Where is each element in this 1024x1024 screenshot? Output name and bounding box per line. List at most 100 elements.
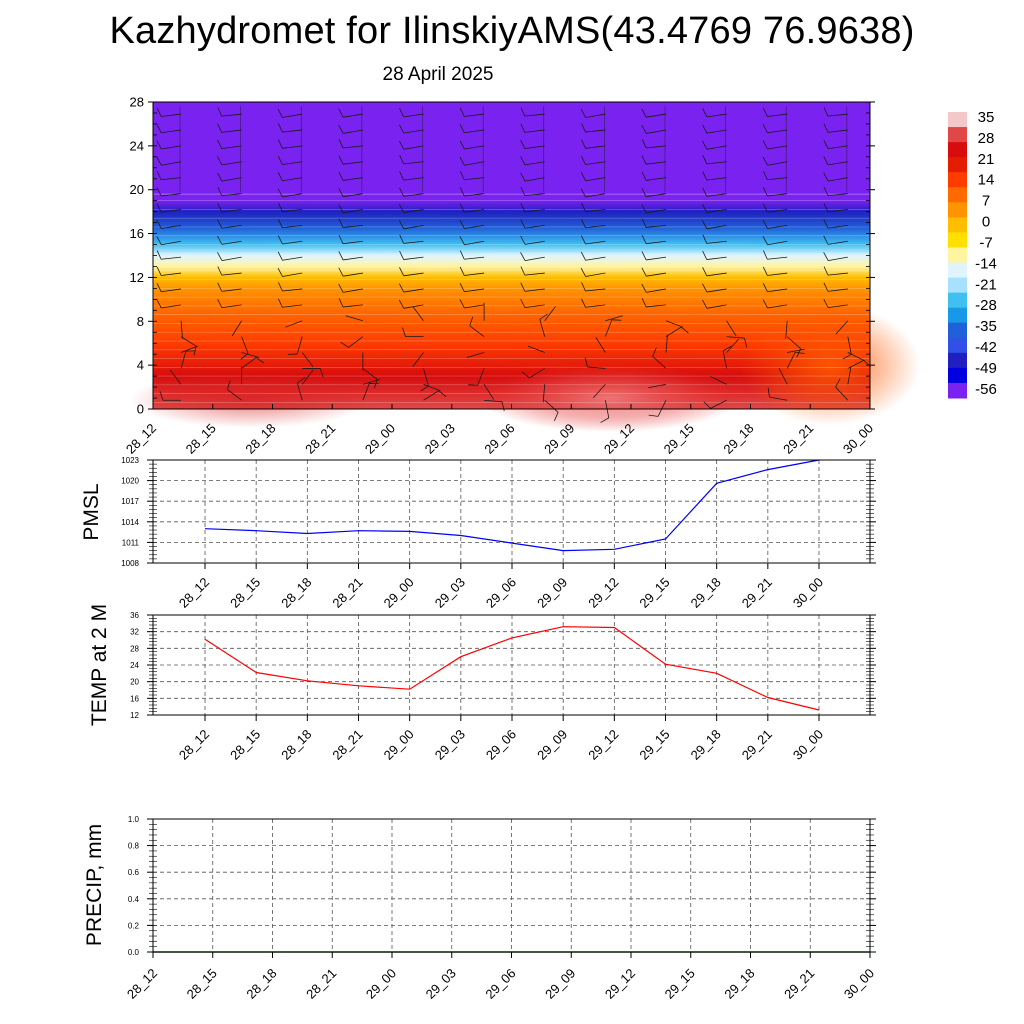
wind-barb-shaft (345, 315, 363, 322)
colorbar-label: -7 (979, 234, 992, 251)
x-tick-label: 28_21 (303, 966, 339, 1002)
wind-barb-shaft (161, 288, 182, 293)
wind-barb (156, 283, 182, 293)
wind-barb (641, 171, 667, 181)
wind-barb (423, 383, 441, 392)
wind-barb-feather (159, 391, 164, 401)
wind-barb (459, 299, 485, 309)
wind-barb (277, 298, 303, 308)
wind-barb (338, 298, 363, 308)
wind-barb (459, 219, 485, 229)
wind-barb-shaft (827, 224, 848, 229)
wind-barb-feather (459, 203, 465, 213)
wind-barb (581, 298, 606, 308)
y-tick-label: 36 (130, 611, 139, 620)
colorbar-label: -49 (975, 360, 997, 377)
wind-barb-shaft (767, 240, 788, 246)
wind-barb-shaft (646, 177, 667, 181)
wind-barb (402, 327, 424, 338)
wind-barb-shaft (524, 304, 545, 309)
colorbar-label: -35 (975, 318, 997, 335)
wind-barb-feather (459, 107, 465, 117)
pmsl-x-axis: 28_12 28_15 28_18 28_21 29_00 29_03 29_06 29_09… (176, 563, 826, 611)
wind-barb-shaft (221, 304, 242, 309)
colorbar-swatch (948, 232, 967, 248)
profile-y-tick-label: 4 (137, 358, 144, 373)
wind-barb-feather (641, 124, 647, 134)
wind-barb-shaft (767, 145, 788, 150)
wind-barb-shaft (161, 113, 182, 117)
profile-x-tick-label: 30_00 (840, 421, 876, 457)
wind-barb-shaft (464, 209, 485, 213)
x-tick-label: 29_03 (432, 575, 468, 611)
wind-barb-shaft (827, 272, 848, 276)
wind-barb (423, 390, 447, 401)
wind-barb (581, 282, 606, 292)
wind-barb-feather (641, 283, 647, 293)
wind-barb-feather (611, 319, 622, 321)
wind-barb-shaft (828, 256, 848, 262)
wind-barb (156, 219, 182, 229)
colorbar-label: -28 (975, 297, 997, 314)
wind-barb-feather (762, 140, 768, 150)
wind-barb (217, 298, 242, 309)
wind-barb-feather (338, 298, 344, 308)
wind-barb (702, 124, 727, 134)
wind-barb-shaft (646, 129, 667, 134)
wind-barb (641, 108, 667, 118)
wind-barb-shaft (539, 319, 546, 337)
wind-barb (338, 171, 363, 181)
colorbar-swatch (948, 172, 967, 188)
wind-barb-feather (823, 298, 829, 308)
wind-barb-feather (702, 140, 708, 150)
colorbar-swatch (948, 367, 967, 384)
wind-barb-feather (156, 236, 162, 245)
wind-barb (762, 140, 788, 150)
wind-barb-shaft (847, 352, 865, 361)
wind-barb-shaft (403, 113, 424, 118)
wind-barb-feather (641, 188, 647, 197)
wind-barb-feather (823, 107, 829, 117)
wind-barb-feather (581, 202, 586, 212)
wind-barb-shaft (423, 383, 441, 392)
wind-barb (702, 108, 727, 118)
wind-barb (762, 266, 788, 276)
wind-barb (823, 203, 848, 213)
wind-barb-shaft (767, 304, 788, 309)
colorbar-swatch (948, 217, 967, 233)
x-tick-label: 29_00 (381, 727, 417, 763)
wind-barb (581, 202, 606, 212)
wind-barb-feather (240, 353, 249, 360)
wind-barb-feather (277, 235, 283, 245)
y-tick-label: 1023 (121, 456, 139, 465)
y-tick-label: 0.0 (128, 948, 140, 957)
wind-barb-shaft (524, 177, 545, 182)
wind-barb-shaft (544, 306, 556, 321)
wind-barb-feather (185, 350, 196, 352)
x-tick-label: 28_15 (227, 727, 263, 763)
wind-barb (762, 283, 788, 293)
wind-barb-feather (823, 203, 829, 213)
wind-barb-shaft (585, 240, 606, 245)
wind-barb-shaft (544, 399, 559, 413)
colorbar: 35 28 21 14 7 0 -7 -14 -21 -28 -35 -42 -49 -56 (948, 109, 997, 399)
wind-barb (420, 368, 429, 392)
wind-barb-shaft (161, 240, 182, 246)
wind-barb-shaft (778, 368, 788, 385)
wind-barb (641, 139, 667, 149)
wind-barb (710, 376, 727, 385)
wind-barb-shaft (221, 224, 242, 229)
colorbar-swatch (948, 382, 967, 399)
wind-barb-shaft (161, 224, 182, 229)
wind-barb-shaft (343, 113, 363, 118)
wind-barb (217, 186, 242, 197)
wind-barb (180, 336, 197, 356)
wind-barb-shaft (524, 256, 545, 262)
x-tick-label: 28_21 (329, 727, 365, 763)
profile-y-tick-label: 8 (137, 314, 144, 329)
wind-barb-shaft (412, 306, 424, 321)
wind-barb (762, 299, 788, 309)
wind-barb (520, 235, 545, 245)
pmsl-series-line (204, 459, 820, 552)
wind-barb-shaft (342, 145, 363, 149)
